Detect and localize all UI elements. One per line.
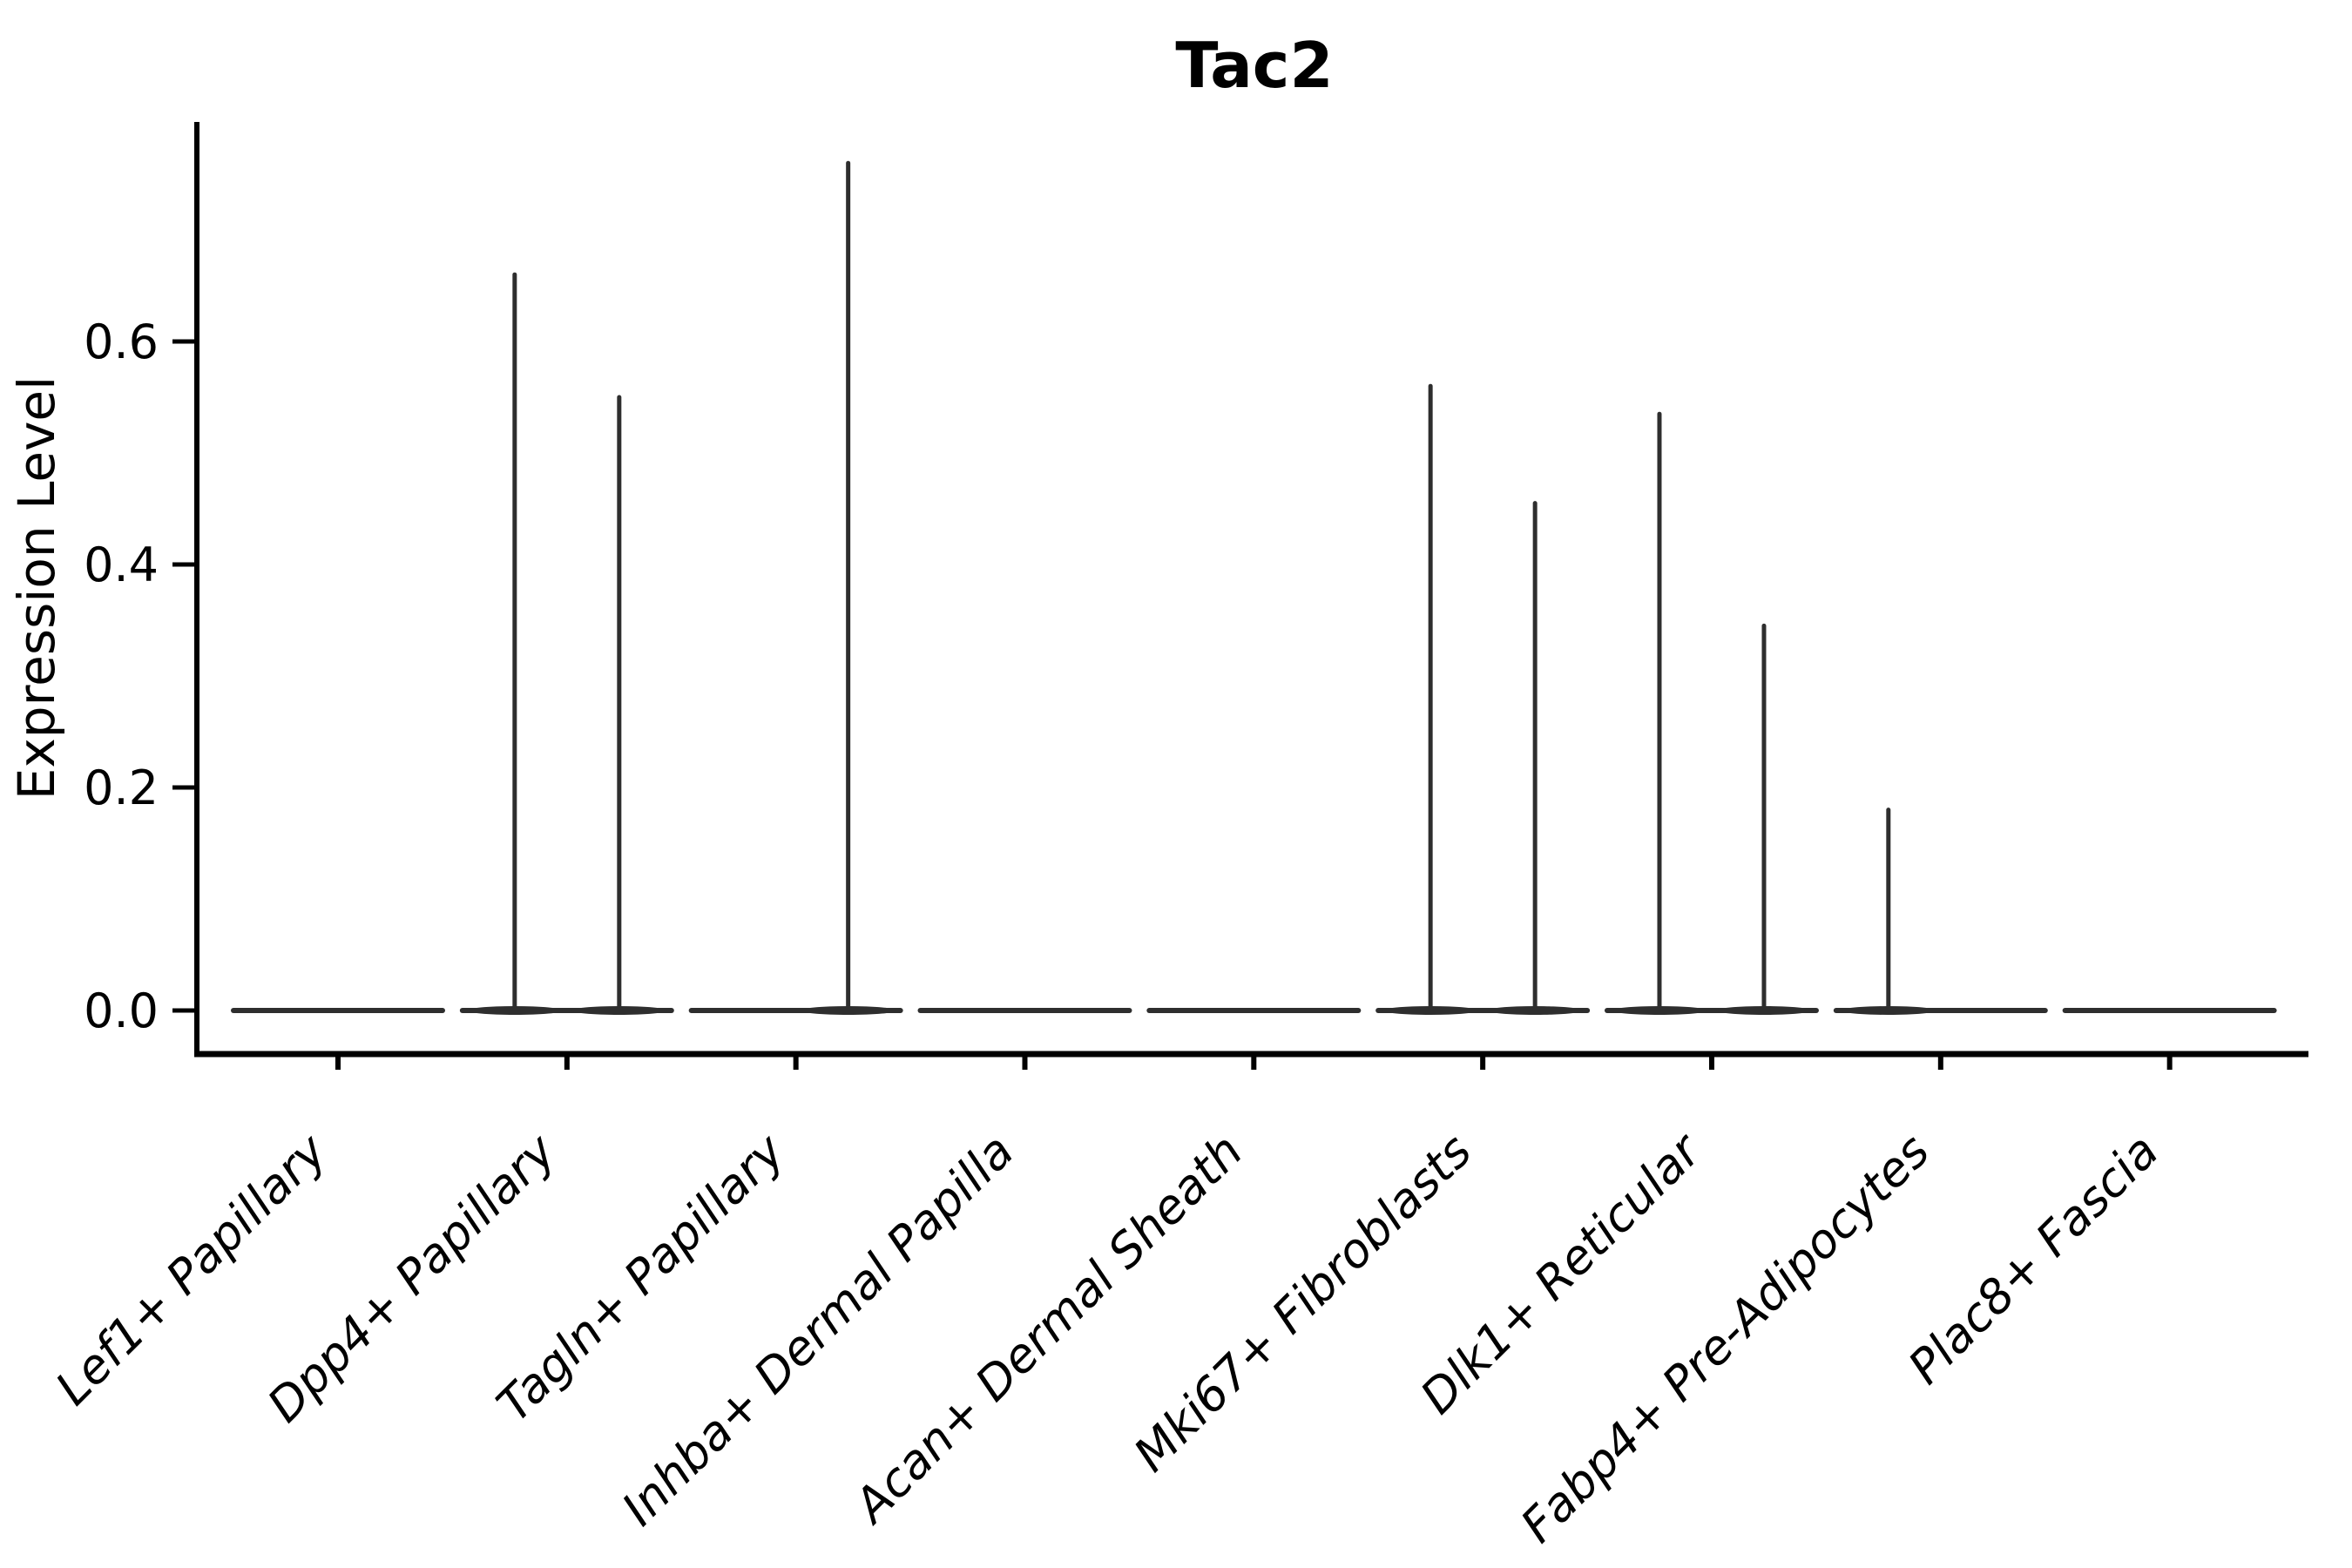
- y-tick-label: 0.6: [84, 314, 159, 369]
- x-tick-label: Inhba+ Dermal Papilla: [612, 1124, 1024, 1537]
- y-axis-label: Expression Level: [7, 376, 66, 800]
- violins: [231, 160, 2277, 1015]
- y-tick-label: 0.2: [84, 760, 159, 815]
- x-tick-label: Acan+ Dermal Sheath: [842, 1124, 1254, 1535]
- axes: [194, 122, 2308, 1058]
- x-tick-label: Fabp4+ Pre-Adipocytes: [1511, 1124, 1940, 1553]
- y-tick-label: 0.4: [84, 537, 159, 592]
- chart-title: Tac2: [1175, 29, 1333, 102]
- y-tick-label: 0.0: [84, 983, 159, 1038]
- x-tick-label: Plac8+ Fascia: [1898, 1124, 2169, 1395]
- y-axis-ticks: 0.0 0.2 0.4 0.6: [84, 314, 197, 1038]
